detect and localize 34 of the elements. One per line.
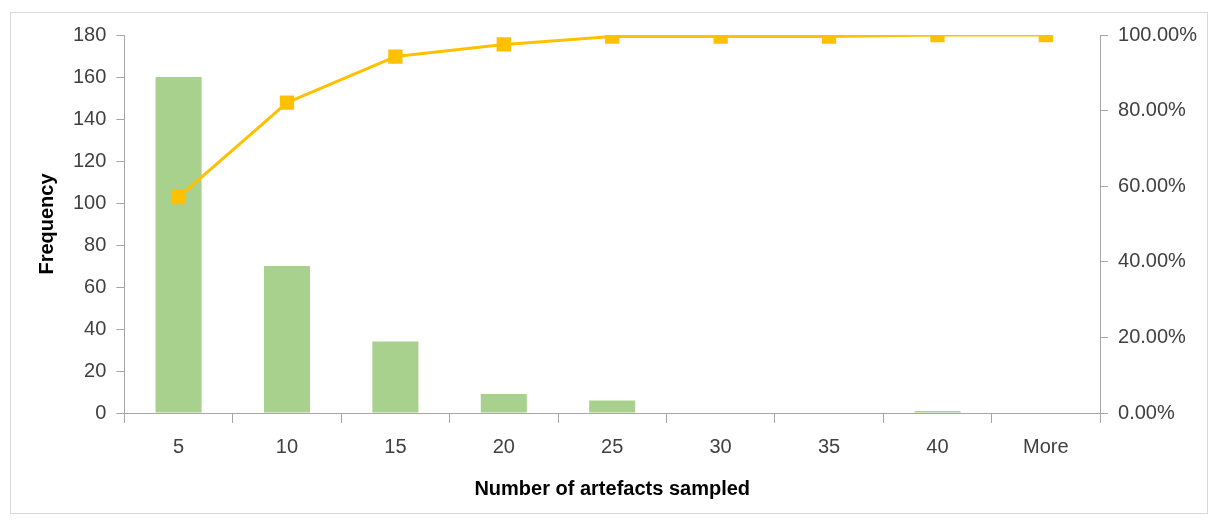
y-tick-label: 60 [84, 274, 107, 297]
y2-tick-label: 20.00% [1118, 324, 1187, 347]
point [279, 95, 295, 110]
y2-tick-label: 80.00% [1118, 98, 1187, 121]
y-tick-label: 20 [84, 358, 107, 381]
bar [263, 266, 311, 413]
x-tick-label: 25 [601, 434, 624, 457]
x-tick-label: 35 [817, 434, 841, 457]
x-tick-label: More [1023, 434, 1069, 457]
x-tick-label: 10 [275, 434, 299, 457]
y-tick-label: 80 [84, 232, 107, 255]
x-tick-label: 40 [926, 434, 949, 457]
y-tick-label: 0 [95, 400, 107, 423]
y-tick-label: 40 [84, 316, 107, 339]
y-axis-title: Frequency [34, 172, 57, 275]
y2-tick-label: 0.00% [1118, 400, 1175, 423]
point [171, 190, 186, 205]
x-tick-label: 30 [709, 434, 732, 457]
x-tick-label: 15 [384, 434, 407, 457]
y2-tick-label: 100.00% [1118, 22, 1198, 45]
y-tick-label: 100 [72, 190, 107, 213]
y2-tick-label: 40.00% [1118, 249, 1187, 272]
bar [372, 341, 419, 413]
y-tick-label: 140 [72, 106, 107, 129]
y-tick-label: 160 [72, 64, 107, 87]
y-tick-label: 180 [72, 22, 107, 45]
x-tick-label: 5 [173, 434, 185, 457]
x-axis-title: Number of artefacts sampled [474, 476, 751, 499]
bar [155, 77, 202, 413]
x-tick-label: 20 [492, 434, 515, 457]
bar [589, 400, 636, 413]
bar [480, 394, 527, 413]
y-tick-label: 120 [72, 148, 107, 171]
y2-tick-label: 60.00% [1118, 173, 1187, 196]
